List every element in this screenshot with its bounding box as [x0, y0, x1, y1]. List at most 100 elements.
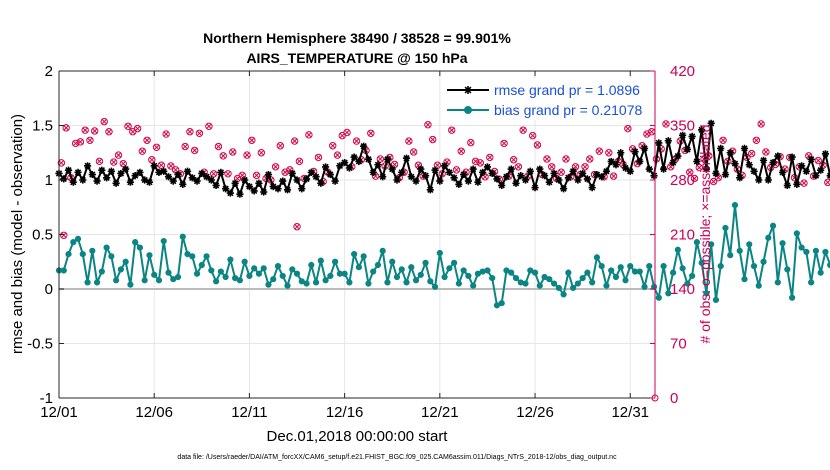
rmse-point: [279, 177, 287, 185]
obs-assimilated-marker: [211, 171, 217, 177]
bias-point: [689, 272, 696, 280]
bias-point: [570, 284, 577, 292]
bias-point: [422, 259, 429, 266]
rmse-point: [574, 176, 582, 184]
bias-point: [508, 269, 515, 276]
rmse-point: [698, 126, 706, 134]
obs-possible-marker: [57, 159, 66, 167]
obs-assimilated-marker: [61, 232, 67, 238]
obs-possible-marker: [514, 163, 523, 171]
obs-count-point: [595, 147, 604, 155]
rmse-point: [202, 173, 211, 181]
bias-point: [117, 266, 124, 273]
obs-count-point: [105, 128, 113, 136]
rmse-point: [569, 167, 577, 175]
rmse-point: [222, 185, 230, 193]
obs-count-point: [271, 163, 280, 171]
bias-point: [351, 251, 358, 258]
obs-assimilated-marker: [392, 161, 398, 167]
obs-assimilated-marker: [582, 164, 588, 170]
bias-point: [727, 252, 734, 259]
bias-point: [574, 280, 581, 287]
rmse-point: [383, 155, 392, 163]
rmse-point: [250, 187, 258, 195]
bias-point: [60, 267, 67, 274]
rmse-point: [69, 178, 77, 186]
rmse-point: [683, 145, 691, 154]
bias-point: [817, 269, 824, 276]
obs-count-point: [719, 136, 727, 144]
rmse-point: [536, 165, 544, 173]
obs-count-point: [581, 163, 589, 171]
obs-assimilated-marker: [92, 128, 98, 134]
bias-point: [136, 244, 144, 251]
obs-possible-marker: [605, 149, 613, 157]
rmse-point: [717, 144, 725, 152]
obs-assimilated-marker: [477, 160, 483, 166]
obs-possible-marker: [329, 142, 337, 150]
obs-possible-marker: [457, 147, 465, 155]
bias-point: [146, 252, 153, 259]
rmse-point: [83, 162, 92, 170]
obs-assimilated-marker: [196, 130, 202, 136]
obs-count-point: [514, 163, 523, 171]
obs-assimilated-marker: [96, 158, 103, 164]
obs-count-point: [110, 158, 118, 166]
rmse-point: [707, 119, 715, 127]
rmse-point: [664, 137, 672, 145]
bias-point: [98, 268, 105, 275]
obs-possible-marker: [367, 129, 375, 137]
obs-assimilated-marker: [663, 121, 669, 127]
rmse-point: [507, 165, 515, 173]
bias-point: [303, 280, 310, 287]
bias-point: [698, 259, 705, 266]
legend-bias-marker: [447, 106, 489, 114]
obs-count-point: [190, 146, 199, 155]
obs-count-point: [343, 128, 351, 137]
bias-point: [312, 279, 320, 286]
bias-point: [165, 269, 172, 276]
rmse-point: [640, 144, 649, 152]
y-tick-label: 1: [45, 172, 53, 189]
rmse-point: [336, 162, 344, 170]
obs-possible-marker: [62, 124, 70, 132]
rmse-point: [659, 165, 668, 173]
bias-point: [341, 270, 348, 277]
obs-assimilated-marker: [749, 150, 755, 157]
bias-point: [550, 280, 558, 287]
rmse-point: [217, 168, 225, 176]
obs-assimilated-marker: [187, 129, 193, 135]
obs-possible-marker: [229, 148, 237, 156]
bias-point: [441, 273, 448, 281]
obs-assimilated-marker: [220, 153, 226, 159]
rmse-point: [498, 181, 506, 190]
bias-point: [765, 234, 772, 241]
obs-possible-marker: [91, 127, 99, 135]
y-tick-label: 2: [45, 63, 53, 80]
bias-point: [617, 264, 624, 271]
bias-point: [322, 277, 329, 284]
y2-tick-label: 280: [670, 172, 695, 189]
obs-assimilated-marker: [563, 156, 569, 162]
obs-assimilated-marker: [149, 157, 155, 163]
bias-point: [584, 269, 591, 276]
obs-possible-marker: [405, 137, 413, 145]
bias-point: [260, 265, 267, 272]
rmse-point: [245, 182, 254, 191]
bias-point: [346, 279, 353, 286]
bias-point: [641, 283, 648, 290]
rmse-point: [317, 179, 325, 187]
obs-count-point: [276, 142, 285, 150]
bias-point: [684, 280, 691, 287]
y2-axis-label: # of obs: o=possible; ×=assimilated: [697, 124, 713, 343]
rmse-point: [145, 178, 154, 186]
bias-point: [74, 235, 82, 242]
bias-point: [560, 291, 567, 298]
rmse-point: [331, 177, 339, 185]
obs-assimilated-marker: [530, 133, 536, 139]
rmse-point: [288, 169, 296, 178]
obs-possible-marker: [757, 120, 765, 128]
obs-assimilated-marker: [458, 148, 464, 154]
bias-point: [379, 247, 386, 254]
obs-count-point: [609, 172, 618, 180]
